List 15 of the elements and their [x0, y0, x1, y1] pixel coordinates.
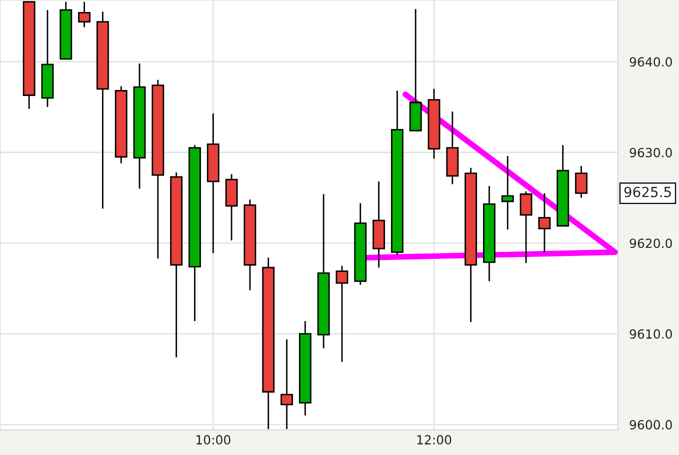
y-tick-label: 9600.0 — [630, 420, 672, 430]
candlestick — [538, 192, 551, 253]
candlestick — [575, 165, 588, 198]
candlestick — [501, 155, 514, 230]
y-tick-label: 9610.0 — [630, 329, 672, 339]
y-tick-label: 9640.0 — [630, 57, 672, 67]
candlestick — [78, 1, 91, 28]
x-tick-label: 12:00 — [417, 435, 452, 445]
y-tick-label: 9630.0 — [630, 148, 672, 158]
candlestick — [336, 265, 348, 363]
y-tick-label: 9620.0 — [630, 238, 672, 248]
candlestick — [520, 190, 532, 264]
text: 9625.5 — [624, 186, 671, 198]
candlestick — [280, 338, 293, 430]
x-tick-label: 10:00 — [196, 435, 230, 445]
